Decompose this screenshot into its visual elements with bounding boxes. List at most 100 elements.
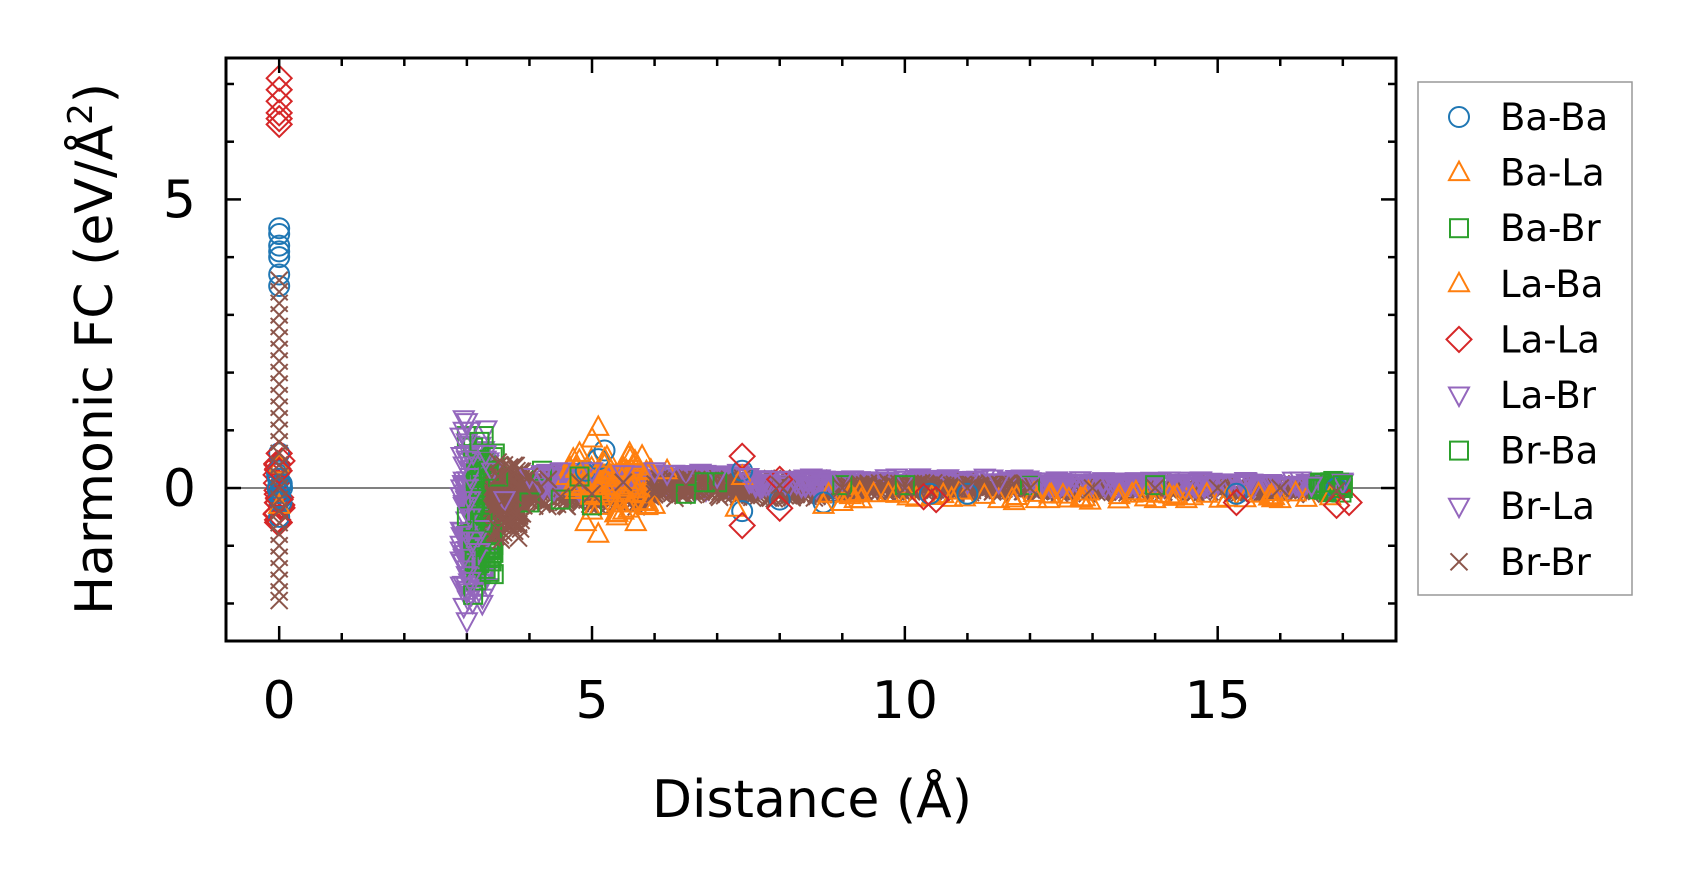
- y-axis-label-superscript: 2: [61, 103, 101, 125]
- data-point: [670, 485, 690, 504]
- major-ticks: [226, 58, 1396, 641]
- data-point: [1120, 480, 1144, 503]
- data-point: [269, 591, 289, 610]
- data-point: [452, 421, 476, 444]
- data-point: [1107, 482, 1131, 505]
- data-point: [1057, 485, 1081, 508]
- data-point: [1106, 486, 1131, 509]
- data-point: [467, 543, 492, 565]
- data-point: [1052, 473, 1077, 496]
- data-point: [728, 511, 757, 540]
- data-point: [580, 425, 604, 448]
- legend-entries: Ba-Ba Ba-La Ba-Br La-Ba La-La La-Br Br-Ba Br-La…: [1445, 96, 1608, 584]
- legend-label: Br-Ba: [1500, 430, 1598, 473]
- data-point: [987, 473, 1011, 496]
- data-point: [1327, 481, 1346, 501]
- data-point: [474, 420, 499, 442]
- data-point: [455, 566, 479, 588]
- legend-label: La-Br: [1500, 374, 1597, 417]
- data-point: [611, 498, 635, 520]
- data-point: [784, 474, 809, 497]
- legend-marker: [1447, 497, 1471, 520]
- data-point: [1320, 472, 1341, 493]
- data-point: [611, 455, 636, 478]
- legend-label: Ba-Ba: [1500, 96, 1608, 139]
- data-point: [268, 442, 291, 465]
- data-point: [987, 486, 1011, 509]
- minor-ticks: [226, 58, 1396, 641]
- data-point: [694, 472, 715, 493]
- legend-marker: [1449, 218, 1469, 239]
- data-point: [569, 466, 590, 487]
- data-point: [1145, 478, 1165, 498]
- data-point: [958, 478, 977, 498]
- data-point: [1180, 483, 1205, 506]
- data-point: [582, 484, 602, 504]
- data-point: [507, 461, 527, 480]
- legend-marker: [1448, 106, 1470, 128]
- data-point: [1051, 482, 1075, 504]
- data-point: [539, 470, 558, 489]
- legend: Ba-Ba Ba-La Ba-Br La-Ba La-La La-Br Br-Ba Br-La…: [1417, 81, 1633, 596]
- legend-marker: [1445, 325, 1473, 354]
- x-tick-label: 10: [872, 671, 938, 731]
- data-point: [676, 475, 696, 495]
- data-point: [461, 531, 485, 554]
- data-point: [455, 479, 479, 502]
- data-point: [861, 480, 886, 503]
- data-point: [268, 240, 291, 263]
- y-tick-label: 5: [163, 170, 196, 230]
- data-point: [265, 104, 294, 133]
- data-point: [605, 500, 630, 522]
- data-point: [754, 471, 778, 493]
- legend-marker: [1447, 270, 1471, 293]
- data-point: [455, 560, 479, 582]
- data-point: [1174, 473, 1199, 496]
- data-point: [731, 459, 754, 482]
- data-point: [513, 496, 533, 515]
- data-point: [707, 481, 727, 501]
- data-point: [902, 480, 921, 500]
- x-tick-labels: 0 5 10 15: [263, 671, 1251, 731]
- data-point: [765, 494, 794, 523]
- legend-marker: [1449, 552, 1469, 572]
- data-point: [470, 519, 495, 542]
- data-point: [1099, 476, 1123, 498]
- y-axis-label-close: ): [65, 83, 125, 103]
- data-point: [645, 484, 664, 504]
- data-point: [922, 485, 951, 514]
- legend-label: Br-Br: [1500, 541, 1592, 584]
- data-point: [832, 475, 853, 496]
- data-point: [458, 491, 482, 513]
- data-point: [455, 525, 479, 548]
- data-point: [1083, 478, 1102, 498]
- data-point: [1124, 472, 1148, 494]
- data-point: [1037, 486, 1061, 509]
- legend-label: La-Ba: [1500, 263, 1603, 306]
- data-point: [630, 443, 654, 465]
- data-point: [1168, 475, 1192, 497]
- data-point: [268, 246, 291, 269]
- data-point: [269, 582, 289, 602]
- plot-frame: [224, 56, 1398, 643]
- data-point: [655, 465, 679, 487]
- data-point: [1124, 478, 1148, 501]
- data-point: [843, 486, 867, 509]
- legend-marker: [1449, 440, 1469, 461]
- data-point: [265, 87, 294, 116]
- data-point: [452, 548, 476, 571]
- data-point: [611, 465, 635, 487]
- data-point: [551, 487, 570, 506]
- data-point: [1225, 482, 1248, 505]
- data-point: [1283, 479, 1308, 502]
- data-point: [1268, 476, 1292, 499]
- data-point: [549, 468, 573, 490]
- data-point: [582, 495, 603, 516]
- data-point: [624, 509, 648, 532]
- data-point: [268, 505, 291, 528]
- data-point: [1024, 486, 1048, 509]
- data-point: [586, 521, 610, 543]
- data-point: [265, 98, 294, 127]
- data-point: [636, 492, 661, 514]
